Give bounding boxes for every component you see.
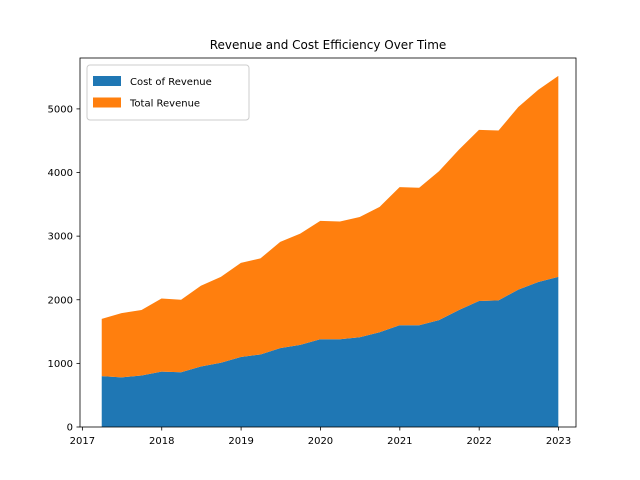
x-tick-label: 2021 <box>387 436 412 447</box>
x-tick-label: 2019 <box>228 436 253 447</box>
legend-swatch-1 <box>93 97 121 108</box>
x-tick-label: 2022 <box>466 436 491 447</box>
y-tick-label: 5000 <box>48 104 73 115</box>
area-series-0 <box>101 276 559 427</box>
x-tick-label: 2018 <box>149 436 174 447</box>
y-tick-label: 3000 <box>48 232 73 243</box>
chart-title: Revenue and Cost Efficiency Over Time <box>210 38 447 52</box>
axes: 2017 2018 2019 2020 2021 2022 2023 0 1000 2000 300… <box>48 57 577 447</box>
y-tick-label: 0 <box>67 423 73 434</box>
plot-frame <box>79 57 577 428</box>
legend-label-1: Total Revenue <box>129 99 200 110</box>
x-tick-label: 2017 <box>70 436 95 447</box>
y-tick-label: 4000 <box>48 168 73 179</box>
plot-areas <box>101 75 559 427</box>
legend-swatch-0 <box>93 76 121 86</box>
legend-box <box>86 64 250 121</box>
x-tick-label: 2020 <box>308 436 333 447</box>
y-tick-label: 1000 <box>48 359 73 370</box>
y-tick-label: 2000 <box>48 295 73 306</box>
area-series-1 <box>101 75 559 378</box>
legend: Cost of Revenue Total Revenue <box>86 64 250 121</box>
x-tick-label: 2023 <box>546 436 571 447</box>
legend-label-0: Cost of Revenue <box>130 77 212 88</box>
